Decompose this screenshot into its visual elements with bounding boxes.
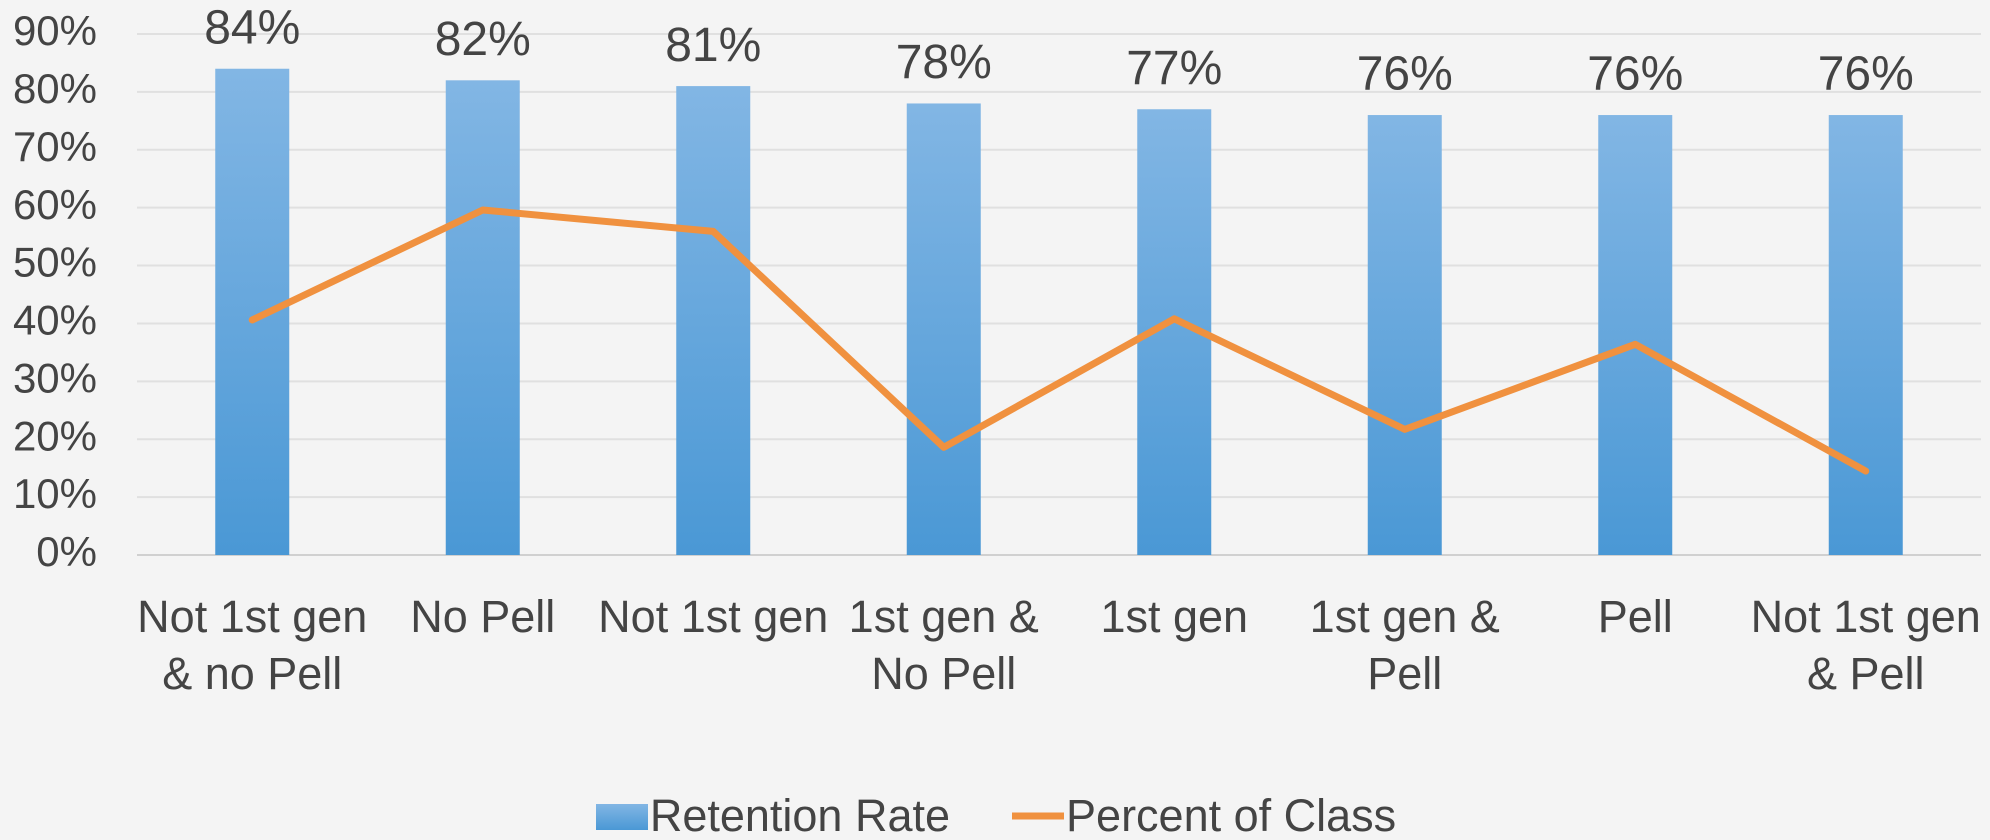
y-tick-label: 20% <box>13 412 97 459</box>
x-tick-label: Not 1st gen & Pell <box>1750 591 1981 699</box>
x-tick-label: No Pell <box>410 591 556 642</box>
data-label: 82% <box>435 13 531 66</box>
x-tick-label: 1st gen & Pell <box>1309 591 1500 699</box>
y-tick-label: 80% <box>13 65 97 112</box>
y-tick-label: 40% <box>13 297 97 344</box>
y-tick-label: 70% <box>13 123 97 170</box>
legend-swatch <box>595 804 648 830</box>
y-tick-label: 30% <box>13 354 97 401</box>
y-tick-label: 90% <box>13 7 97 54</box>
data-label: 76% <box>1818 48 1914 101</box>
legend-item: Retention Rate <box>594 790 950 840</box>
bar <box>445 80 520 556</box>
y-tick-label: 10% <box>13 470 97 517</box>
data-label: 78% <box>896 36 992 89</box>
legend: Retention Rate Percent of Class <box>0 790 1990 840</box>
bar <box>676 86 751 555</box>
x-tick-label: 1st gen <box>1100 591 1249 642</box>
x-tick-label: 1st gen & No Pell <box>848 591 1039 699</box>
x-tick-label: Not 1st gen & no Pell <box>137 591 368 699</box>
x-tick-label: Pell <box>1597 591 1673 642</box>
y-tick-label: 50% <box>13 239 97 286</box>
bar <box>906 103 981 555</box>
bar <box>215 68 290 555</box>
legend-item: Percent of Class <box>1010 790 1396 840</box>
line <box>248 206 1870 475</box>
bar <box>1598 115 1673 556</box>
data-label: 77% <box>1126 42 1222 95</box>
data-label: 76% <box>1357 48 1453 101</box>
data-label: 84% <box>204 1 300 54</box>
data-label: 81% <box>665 19 761 72</box>
y-tick-label: 0% <box>36 528 97 575</box>
legend-swatch <box>1012 812 1065 820</box>
data-label: 76% <box>1587 48 1683 101</box>
legend-label: Percent of Class <box>1066 790 1397 840</box>
x-tick-label: Not 1st gen <box>598 591 829 642</box>
bar <box>1367 115 1442 556</box>
y-tick-label: 60% <box>13 181 97 228</box>
bar <box>1828 115 1903 556</box>
legend-label: Retention Rate <box>649 790 951 840</box>
legend-swatch-bar <box>595 804 648 830</box>
